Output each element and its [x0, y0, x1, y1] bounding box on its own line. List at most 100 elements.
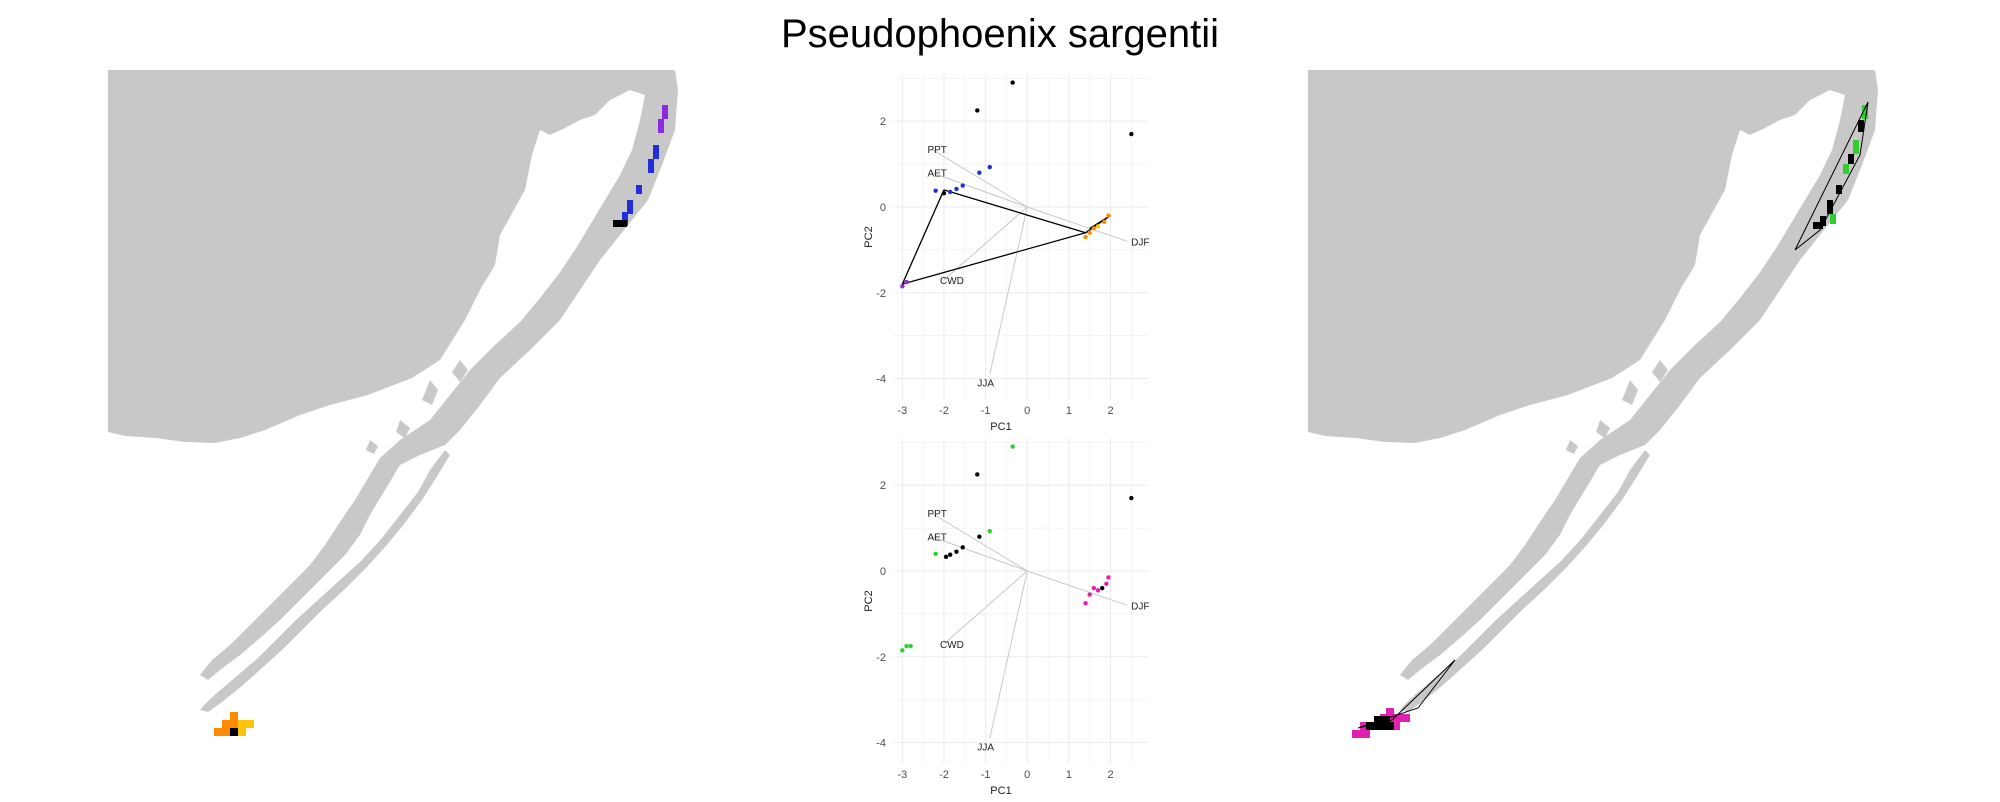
data-point	[943, 554, 949, 560]
cell-black	[1836, 185, 1842, 194]
cell-green	[1862, 105, 1868, 119]
data-point	[960, 183, 965, 188]
y-tick-label: -2	[876, 652, 886, 664]
data-point	[948, 552, 953, 557]
data-point	[975, 108, 980, 113]
x-tick-label: -1	[981, 769, 991, 781]
cell-green	[1830, 214, 1836, 224]
data-point	[960, 545, 965, 550]
data-point	[1010, 444, 1015, 449]
keys-chain	[200, 450, 450, 712]
vector-label: CWD	[940, 276, 964, 287]
x-tick-label: -2	[939, 769, 949, 781]
land-mass	[1308, 70, 1878, 712]
data-point	[1106, 213, 1111, 218]
cell-purple	[662, 105, 668, 119]
vector-label: DJF	[1131, 601, 1149, 612]
cell-black	[1820, 216, 1826, 226]
loading-vector	[943, 206, 1028, 281]
data-point	[1010, 80, 1015, 85]
x-tick-label: 2	[1107, 405, 1113, 417]
loading-vector	[1027, 206, 1128, 242]
vector-label: DJF	[1131, 237, 1149, 248]
cell-black	[230, 728, 238, 736]
loading-vector	[943, 570, 1028, 645]
cell-orange	[214, 728, 230, 736]
data-point	[1129, 495, 1134, 501]
cell-gold	[238, 720, 254, 728]
vector-label: JJA	[977, 378, 994, 389]
pca-plot-bottom: -3 -2 -1 0 1 2 2 0 -2 -4 PC1 PC2 PPT AET CWD DJF JJA	[863, 438, 1150, 797]
data-point	[900, 284, 905, 289]
y-tick-label: 0	[880, 202, 886, 214]
y-axis-title: PC2	[863, 226, 875, 247]
y-tick-label: 0	[880, 566, 886, 578]
data-point	[1099, 585, 1105, 591]
data-point	[1091, 226, 1097, 231]
data-point	[1129, 131, 1134, 137]
cell-magenta	[1352, 730, 1370, 738]
map-right	[1308, 70, 1878, 738]
loading-vector	[931, 512, 1028, 572]
loading-vector	[989, 570, 1028, 739]
loading-vector	[989, 206, 1028, 375]
data-point	[904, 643, 909, 649]
data-point	[1091, 585, 1097, 591]
inland-lakes	[1566, 360, 1668, 454]
data-point	[954, 186, 959, 192]
cell-magenta	[1386, 708, 1394, 714]
data-point	[975, 472, 980, 477]
loading-vector	[931, 536, 1028, 572]
hull-south	[1357, 659, 1456, 729]
data-point	[1083, 600, 1088, 606]
x-tick-label: 0	[1024, 405, 1030, 417]
data-point	[948, 189, 953, 195]
x-axis-title: PC1	[990, 785, 1011, 797]
keys-chain	[1400, 450, 1650, 712]
data-point	[1095, 588, 1101, 593]
x-tick-label: -3	[897, 769, 907, 781]
data-point	[1095, 224, 1101, 229]
y-tick-label: 2	[880, 116, 886, 128]
convex-hull	[901, 189, 1088, 286]
inland-lakes	[366, 360, 468, 454]
loading-vector	[931, 148, 1028, 208]
x-tick-label: 2	[1107, 769, 1113, 781]
data-point	[1102, 219, 1107, 225]
vector-label: PPT	[927, 145, 946, 156]
data-point	[904, 279, 909, 285]
data-point	[1083, 234, 1088, 240]
y-tick-label: 2	[880, 480, 886, 492]
map-left	[108, 70, 678, 736]
pca-plot-top: -3 -2 -1 0 1 2 2 0 -2 -4 PC1 PC2 PPT AET CWD DJF JJA	[863, 74, 1150, 433]
y-axis-title: PC2	[863, 590, 875, 611]
vector-label: CWD	[940, 640, 964, 651]
cell-black	[613, 220, 627, 227]
cell-blue	[636, 185, 642, 194]
mainland-north	[1308, 70, 1740, 443]
occurrence-cells-right	[1352, 101, 1869, 738]
data-point	[1087, 592, 1092, 597]
cell-blue	[622, 212, 628, 226]
data-point	[954, 549, 959, 554]
y-tick-label: -4	[876, 374, 886, 386]
data-point	[1104, 581, 1109, 587]
cell-black	[1813, 222, 1823, 229]
x-tick-label: 1	[1066, 769, 1072, 781]
cell-black	[1827, 200, 1833, 214]
x-tick-label: 0	[1024, 769, 1030, 781]
cell-black	[1366, 722, 1394, 730]
y-tick-label: -4	[876, 738, 886, 750]
mainland-north	[108, 70, 540, 443]
data-point	[941, 191, 947, 196]
x-tick-label: 1	[1066, 405, 1072, 417]
vector-label: AET	[927, 533, 946, 544]
y-tick-label: -2	[876, 288, 886, 300]
loading-vector	[1027, 570, 1128, 606]
land-mass	[108, 70, 678, 712]
cell-purple	[658, 119, 664, 133]
data-point	[908, 643, 913, 649]
data-point	[977, 170, 982, 175]
data-point	[987, 164, 992, 170]
data-point	[987, 528, 992, 534]
